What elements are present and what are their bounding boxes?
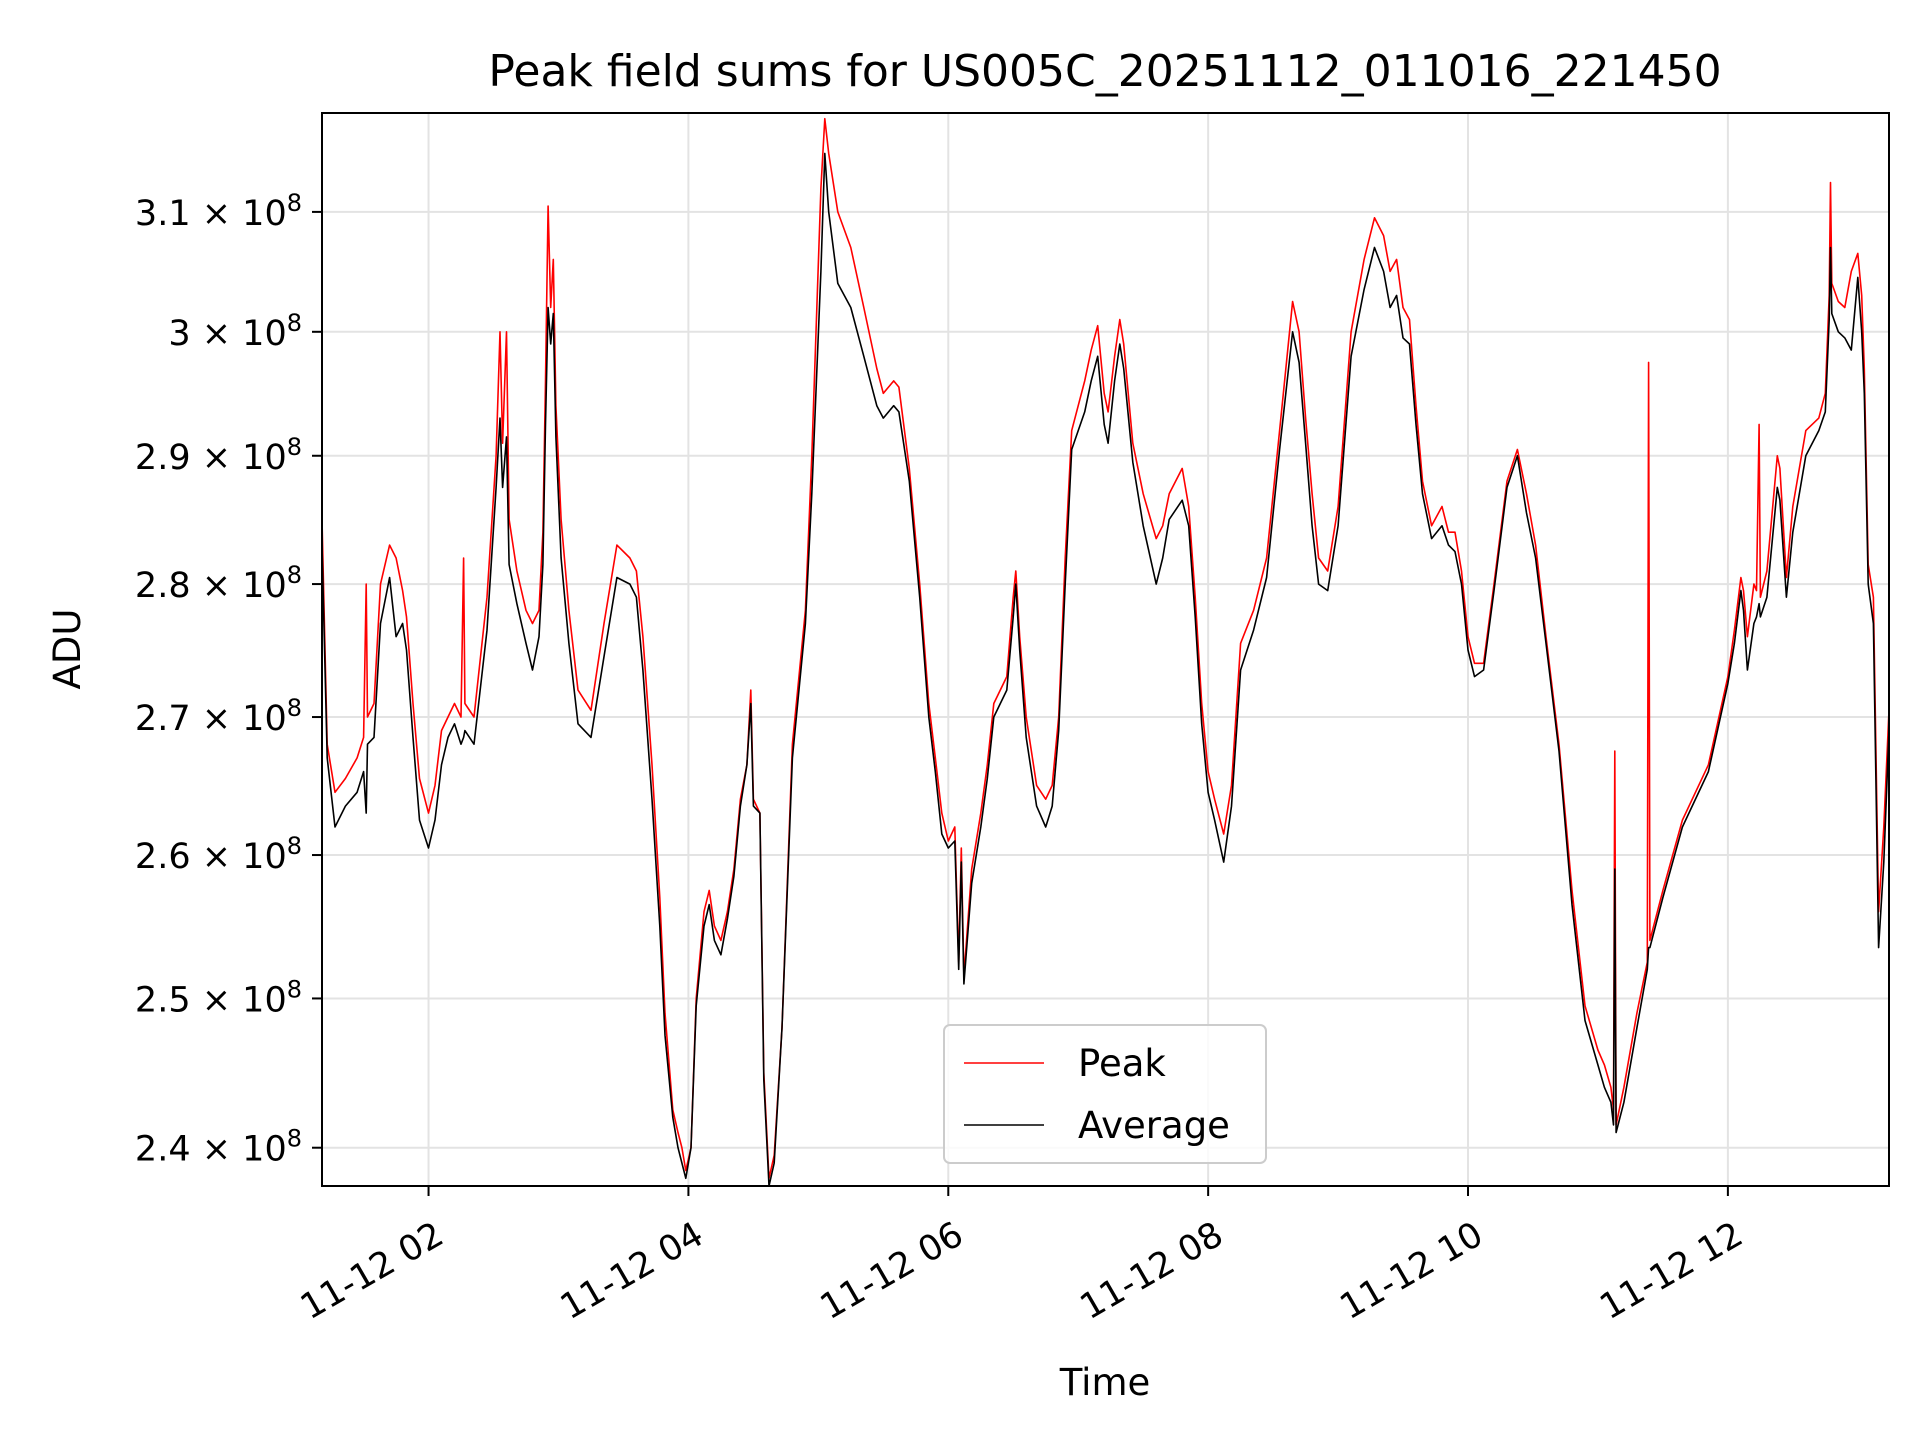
y-tick-label: 3 × 108 xyxy=(168,309,302,354)
x-axis-label: Time xyxy=(1059,1361,1151,1404)
y-tick-base: × 10 xyxy=(202,699,287,739)
chart-title: Peak field sums for US005C_20251112_0110… xyxy=(488,46,1721,97)
y-tick-mantissa: 2.4 xyxy=(135,1130,202,1170)
y-tick-mantissa: 3 xyxy=(168,314,201,354)
y-tick-exponent: 8 xyxy=(287,832,302,860)
y-tick-base: × 10 xyxy=(202,980,287,1020)
gridlines xyxy=(322,113,1889,1186)
y-tick-label: 2.9 × 108 xyxy=(135,433,302,478)
legend-box xyxy=(943,1024,1267,1164)
legend-label-peak: Peak xyxy=(1078,1042,1166,1085)
y-tick-mantissa: 2.6 xyxy=(135,837,202,877)
y-tick-label: 2.8 × 108 xyxy=(135,561,302,606)
y-tick-base: × 10 xyxy=(202,566,287,606)
y-tick-exponent: 8 xyxy=(287,189,302,217)
y-tick-mantissa: 3.1 xyxy=(135,194,202,234)
y-tick-base: × 10 xyxy=(202,1130,287,1170)
y-tick-label: 2.6 × 108 xyxy=(135,832,302,877)
series-line-average xyxy=(322,152,1889,1186)
y-tick-label: 2.7 × 108 xyxy=(135,694,302,739)
y-tick-label: 2.4 × 108 xyxy=(135,1125,302,1170)
series-layer xyxy=(322,117,1889,1186)
y-tick-exponent: 8 xyxy=(287,975,302,1003)
y-tick-mantissa: 2.8 xyxy=(135,566,202,606)
y-tick-exponent: 8 xyxy=(287,561,302,589)
y-tick-base: × 10 xyxy=(202,438,287,478)
y-tick-exponent: 8 xyxy=(287,433,302,461)
legend: Peak Average xyxy=(943,1024,1267,1164)
y-tick-exponent: 8 xyxy=(287,694,302,722)
y-tick-mantissa: 2.5 xyxy=(135,980,202,1020)
y-tick-base: × 10 xyxy=(202,194,287,234)
plot-frame xyxy=(321,112,1890,1187)
y-tick-exponent: 8 xyxy=(287,1125,302,1153)
y-axis-label: ADU xyxy=(46,609,89,690)
y-tick-base: × 10 xyxy=(202,837,287,877)
y-tick-mantissa: 2.7 xyxy=(135,699,202,739)
y-tick-mantissa: 2.9 xyxy=(135,438,202,478)
y-tick-label: 3.1 × 108 xyxy=(135,189,302,234)
y-tick-base: × 10 xyxy=(202,314,287,354)
y-tick-exponent: 8 xyxy=(287,309,302,337)
legend-label-average: Average xyxy=(1078,1104,1230,1147)
y-tick-label: 2.5 × 108 xyxy=(135,975,302,1020)
series-line-peak xyxy=(322,117,1889,1180)
